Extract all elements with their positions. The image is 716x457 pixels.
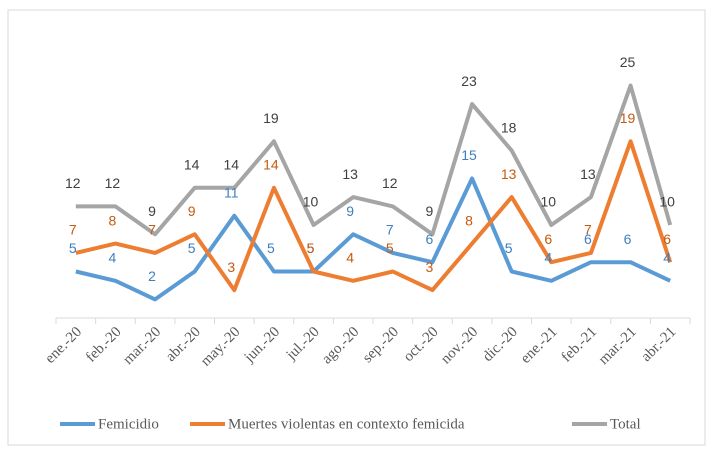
data-label: 10 xyxy=(541,194,557,210)
data-label: 19 xyxy=(620,110,636,126)
chart-frame xyxy=(7,9,706,446)
data-label: 6 xyxy=(584,231,592,247)
data-label: 9 xyxy=(188,203,196,219)
data-label: 12 xyxy=(382,175,398,191)
data-label: 18 xyxy=(501,119,517,135)
data-label: 7 xyxy=(148,222,156,238)
data-label: 7 xyxy=(584,222,592,238)
data-label: 9 xyxy=(426,203,434,219)
legend-label: Muertes violentas en contexto femicida xyxy=(228,416,465,432)
data-label: 5 xyxy=(386,240,394,256)
data-label: 2 xyxy=(148,268,156,284)
data-label: 10 xyxy=(659,194,675,210)
data-label: 14 xyxy=(263,157,279,173)
data-label: 6 xyxy=(624,231,632,247)
data-label: 14 xyxy=(184,157,200,173)
series-line xyxy=(75,176,672,302)
data-label: 9 xyxy=(346,203,354,219)
data-label: 13 xyxy=(501,166,517,182)
data-label: 11 xyxy=(224,184,239,200)
data-label: 3 xyxy=(426,259,434,275)
series-line xyxy=(75,83,673,237)
data-label: 5 xyxy=(307,240,315,256)
data-label: 5 xyxy=(307,240,315,256)
data-label: 13 xyxy=(580,166,596,182)
data-label: 14 xyxy=(224,157,240,173)
data-label: 9 xyxy=(148,203,156,219)
data-label: 5 xyxy=(188,240,196,256)
data-label: 12 xyxy=(65,175,81,191)
data-label: 7 xyxy=(386,222,394,238)
data-label: 6 xyxy=(426,231,434,247)
data-label: 6 xyxy=(544,231,552,247)
data-label: 25 xyxy=(620,54,636,70)
data-label: 6 xyxy=(663,231,671,247)
data-label: 5 xyxy=(69,240,77,256)
data-label: 8 xyxy=(465,212,473,228)
data-label: 4 xyxy=(544,250,552,266)
legend-label: Femicidio xyxy=(98,416,159,432)
data-label: 3 xyxy=(227,259,235,275)
data-label: 15 xyxy=(461,147,477,163)
data-label: 5 xyxy=(267,240,275,256)
data-label: 4 xyxy=(346,250,354,266)
data-label: 4 xyxy=(109,250,117,266)
legend-label: Total xyxy=(610,416,641,432)
data-label: 19 xyxy=(263,110,279,126)
data-label: 4 xyxy=(663,250,671,266)
series-line xyxy=(75,139,673,293)
data-label: 13 xyxy=(342,166,358,182)
data-label: 10 xyxy=(303,194,319,210)
data-label: 7 xyxy=(69,222,77,238)
data-label: 23 xyxy=(461,73,477,89)
data-label: 8 xyxy=(109,212,117,228)
data-label: 5 xyxy=(505,240,513,256)
data-label: 12 xyxy=(105,175,121,191)
